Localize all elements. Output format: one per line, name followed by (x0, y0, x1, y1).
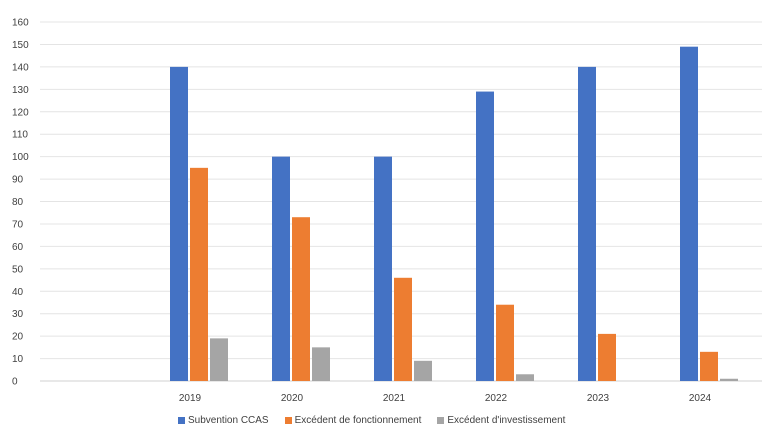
x-tick-label: 2023 (587, 393, 610, 404)
legend-item-excedent-investissement: Excédent d'investissement (437, 415, 565, 426)
x-tick-label: 2024 (689, 393, 712, 404)
y-tick-label: 70 (12, 219, 24, 230)
y-tick-label: 150 (12, 40, 29, 51)
x-tick-label: 2022 (485, 393, 508, 404)
bar-excedent-investissement (210, 338, 228, 381)
y-tick-label: 0 (12, 377, 18, 388)
y-tick-label: 80 (12, 197, 24, 208)
bar-subvention-ccas (476, 91, 494, 382)
bar-subvention-ccas (680, 46, 698, 382)
bar-excedent-investissement (516, 374, 534, 381)
chart-legend: Subvention CCAS Excédent de fonctionneme… (178, 415, 565, 426)
bar-subvention-ccas (170, 66, 188, 381)
legend-item-excedent-fonctionnement: Excédent de fonctionnement (284, 415, 422, 426)
legend-label: Subvention CCAS (188, 415, 269, 426)
y-tick-label: 40 (12, 287, 24, 298)
bar-subvention-ccas (578, 66, 596, 381)
y-tick-label: 100 (12, 152, 29, 163)
y-tick-label: 90 (12, 175, 24, 186)
bar-excedent-investissement (312, 347, 330, 381)
bar-excedent-fonctionnement (394, 277, 412, 381)
bar-excedent-fonctionnement (598, 333, 616, 381)
y-tick-label: 140 (12, 62, 29, 73)
x-tick-label: 2019 (179, 393, 202, 404)
x-tick-label: 2021 (383, 393, 406, 404)
legend-label: Excédent d'investissement (447, 415, 566, 426)
y-tick-label: 20 (12, 332, 24, 343)
y-tick-label: 110 (12, 130, 28, 141)
y-tick-label: 60 (12, 242, 24, 253)
bar-excedent-fonctionnement (292, 217, 310, 381)
x-tick-label: 2020 (281, 393, 304, 404)
bar-excedent-fonctionnement (190, 167, 208, 381)
legend-swatch-blue (178, 417, 185, 424)
y-tick-label: 50 (12, 264, 24, 275)
legend-label: Excédent de fonctionnement (294, 415, 422, 426)
bar-excedent-investissement (720, 378, 738, 381)
bar-subvention-ccas (272, 156, 290, 381)
legend-item-subvention-ccas: Subvention CCAS (178, 415, 269, 426)
y-tick-label: 10 (12, 354, 24, 365)
bar-subvention-ccas (374, 156, 392, 381)
bar-excedent-investissement (414, 360, 432, 381)
y-tick-label: 130 (12, 85, 29, 96)
y-tick-label: 120 (12, 107, 29, 118)
legend-swatch-gray (437, 417, 445, 424)
bar-excedent-fonctionnement (700, 351, 718, 381)
y-tick-label: 30 (12, 309, 24, 320)
y-tick-label: 160 (12, 18, 29, 29)
legend-swatch-orange (284, 417, 292, 424)
bar-excedent-fonctionnement (496, 304, 514, 381)
